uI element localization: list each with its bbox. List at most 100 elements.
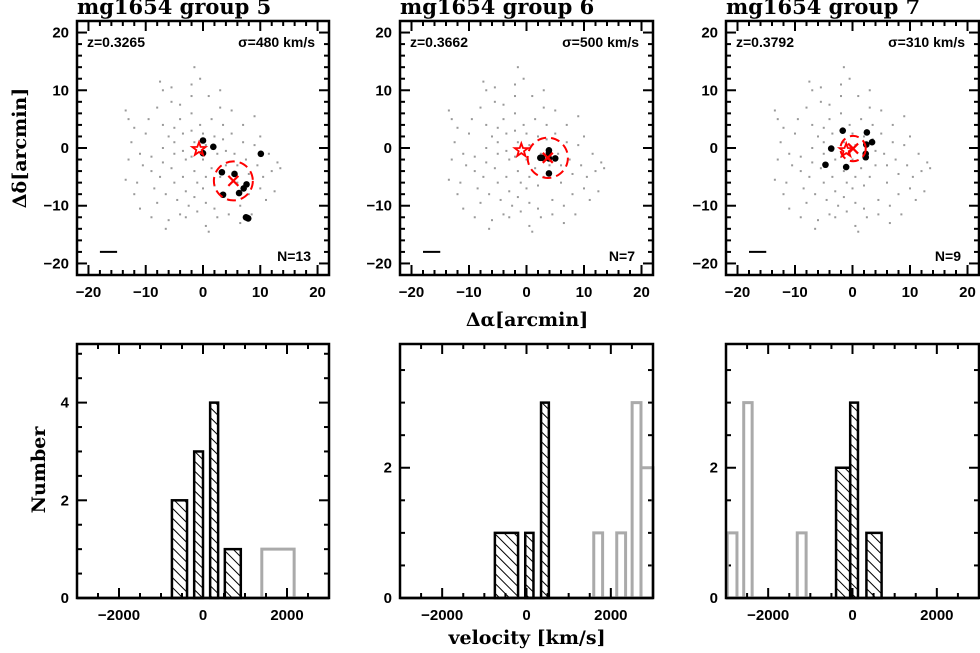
field-galaxy-point [130,141,133,144]
y-tick-label: 4 [61,395,70,412]
field-galaxy-point [842,66,845,69]
velocity-dispersion-label: σ=310 km/s [888,34,965,50]
x-tick-label: 10 [576,284,593,301]
field-galaxy-point [164,193,167,196]
field-galaxy-point [903,115,906,118]
y-tick-label: 10 [52,82,69,99]
field-galaxy-point [929,167,932,170]
field-galaxy-point [782,193,785,196]
field-galaxy-point [233,152,236,155]
field-galaxy-point [227,213,230,216]
field-galaxy-point [190,83,193,86]
member-histogram-bar [170,499,189,600]
field-galaxy-point [834,216,837,219]
field-galaxy-point [141,164,144,167]
field-galaxy-point [184,216,187,219]
plot-frame [75,342,331,600]
member-galaxy-point [231,170,238,178]
member-count-label: N=9 [935,248,961,264]
field-galaxy-point [877,213,880,216]
field-galaxy-point [219,175,222,178]
group-radius-circle [212,160,254,202]
field-galaxy-point [181,175,184,178]
field-galaxy-point [923,190,926,193]
field-galaxy-point [514,155,516,158]
field-galaxy-point [808,80,811,83]
field-galaxy-point [782,126,785,129]
field-galaxy-point [127,118,130,121]
plot-frame [398,342,655,600]
non-member-histogram-bar [742,401,754,598]
field-galaxy-point [805,201,808,204]
field-galaxy-point [854,224,857,227]
field-galaxy-point [828,213,831,216]
member-galaxy-point [218,168,226,176]
y-tick-label: 2 [384,460,392,477]
field-galaxy-point [456,193,459,196]
field-galaxy-point [528,201,531,204]
field-galaxy-point [785,181,788,184]
field-galaxy-point [516,170,519,173]
x-tick-label: 0 [199,284,207,301]
field-galaxy-point [496,152,499,155]
field-galaxy-point [156,201,159,204]
redshift-label: z=0.3265 [87,34,145,50]
field-galaxy-point [828,103,831,106]
field-galaxy-point [906,164,909,167]
field-galaxy-point [193,170,196,173]
field-galaxy-point [537,135,539,138]
field-galaxy-point [190,112,193,115]
field-galaxy-point [868,106,871,109]
field-galaxy-point [909,187,911,190]
field-galaxy-point [911,175,914,178]
field-galaxy-point [773,109,776,112]
field-galaxy-point [493,167,496,170]
field-galaxy-point [193,66,196,69]
field-galaxy-point [485,123,488,126]
field-galaxy-point [465,164,468,167]
panel-title: mg1654 group 7 [726,0,920,19]
field-galaxy-point [888,222,891,225]
y-tick-label: 0 [61,140,69,157]
y-tick-label: −20 [44,255,69,272]
y-tick-label: 0 [710,590,718,607]
field-galaxy-point [819,86,822,89]
member-galaxy-point [839,127,847,134]
y-tick-label: 0 [384,140,392,157]
non-member-histogram-bar [615,531,628,598]
non-member-histogram-bar [260,547,296,598]
field-galaxy-point [516,66,519,69]
field-galaxy-point [514,95,516,98]
field-galaxy-point [551,213,554,216]
field-galaxy-point [516,196,519,199]
field-galaxy-point [822,141,825,144]
bcg-star-marker [512,140,531,159]
field-galaxy-point [531,95,534,98]
field-galaxy-point [253,144,256,147]
field-galaxy-point [247,172,250,175]
field-galaxy-point [542,89,545,92]
member-count-label: N=7 [609,248,635,264]
field-galaxy-point [199,77,202,80]
field-galaxy-point [571,193,574,196]
field-galaxy-point [819,100,822,103]
field-galaxy-point [473,155,476,158]
field-galaxy-point [250,213,253,216]
field-galaxy-point [799,216,802,219]
field-galaxy-point [788,207,791,210]
field-galaxy-point [207,230,210,233]
field-galaxy-point [516,141,519,144]
field-galaxy-point [488,193,491,196]
field-galaxy-point [539,152,542,155]
field-galaxy-point [909,135,911,138]
field-galaxy-point [791,164,794,167]
field-galaxy-point [562,204,565,207]
member-galaxy-point [235,189,243,197]
field-galaxy-point [181,149,184,152]
x-tick-label: 20 [309,284,326,301]
member-galaxy-point [257,150,265,158]
non-member-histogram-bar [592,531,605,598]
field-galaxy-point [539,216,542,219]
field-galaxy-point [179,118,182,121]
field-galaxy-point [505,132,508,135]
